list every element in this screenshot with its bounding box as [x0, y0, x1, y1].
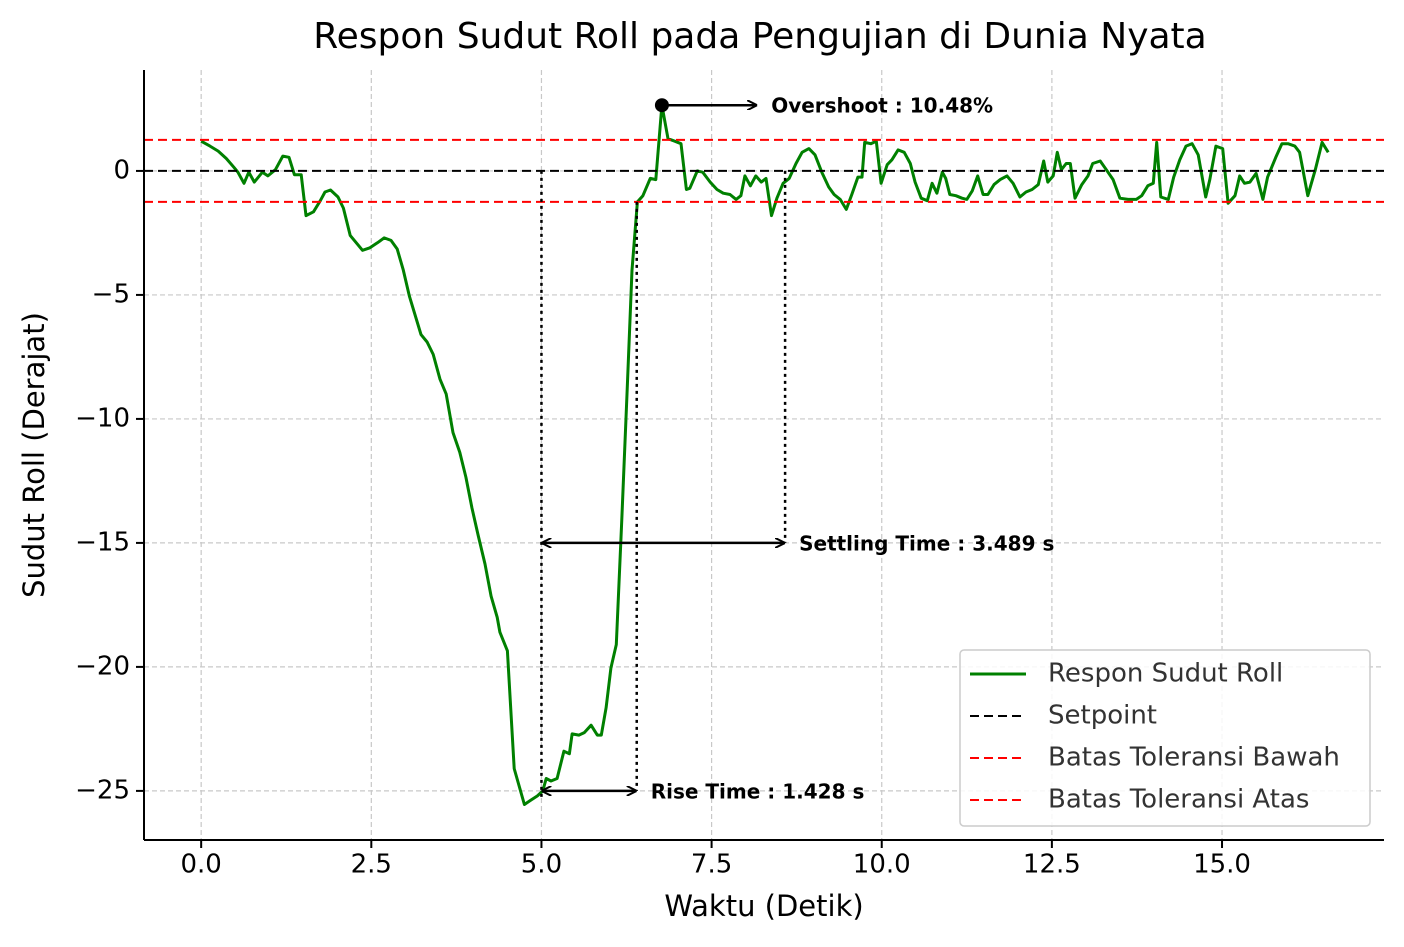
legend-box: [959, 649, 1371, 827]
legend-label: Batas Toleransi Atas: [1048, 785, 1309, 815]
legend-label: Batas Toleransi Bawah: [1048, 743, 1340, 773]
plot-area: Overshoot : 10.48% Settling Time : 3.489 …: [144, 94, 1384, 806]
x-tick-label: 12.5: [1023, 850, 1081, 880]
annotation-label: Overshoot : 10.48%: [771, 94, 993, 118]
axes: 0.0 2.5 5.0 7.5 10.0 12.5 15.0 0 −5 −10 −15 −20 −25: [75, 70, 1384, 880]
y-tick-label: −20: [75, 651, 130, 681]
y-tick-label: 0: [113, 155, 130, 185]
y-axis-label: Sudut Roll (Derajat): [17, 312, 51, 598]
legend: Respon Sudut Roll Setpoint Batas Toleransi…: [959, 649, 1371, 827]
x-tick-label: 10.0: [853, 850, 911, 880]
x-axis-label: Waktu (Detik): [664, 889, 863, 923]
y-tick-label: −25: [75, 775, 130, 805]
x-tick-label: 15.0: [1193, 850, 1251, 880]
x-tick-label: 7.5: [691, 850, 732, 880]
annotation-label: Settling Time : 3.489 s: [799, 531, 1054, 555]
y-tick-label: −15: [75, 527, 130, 557]
x-tick-label: 2.5: [351, 850, 392, 880]
y-tick-label: −10: [75, 403, 130, 433]
y-tick-label: −5: [92, 279, 130, 309]
chart-title: Respon Sudut Roll pada Pengujian di Duni…: [313, 16, 1206, 57]
legend-label: Respon Sudut Roll: [1048, 659, 1283, 689]
data-line: [200, 103, 1330, 806]
legend-label: Setpoint: [1048, 701, 1157, 731]
x-tick-label: 0.0: [180, 850, 221, 880]
annotation-label: Rise Time : 1.428 s: [651, 779, 865, 803]
x-tick-label: 5.0: [521, 850, 562, 880]
